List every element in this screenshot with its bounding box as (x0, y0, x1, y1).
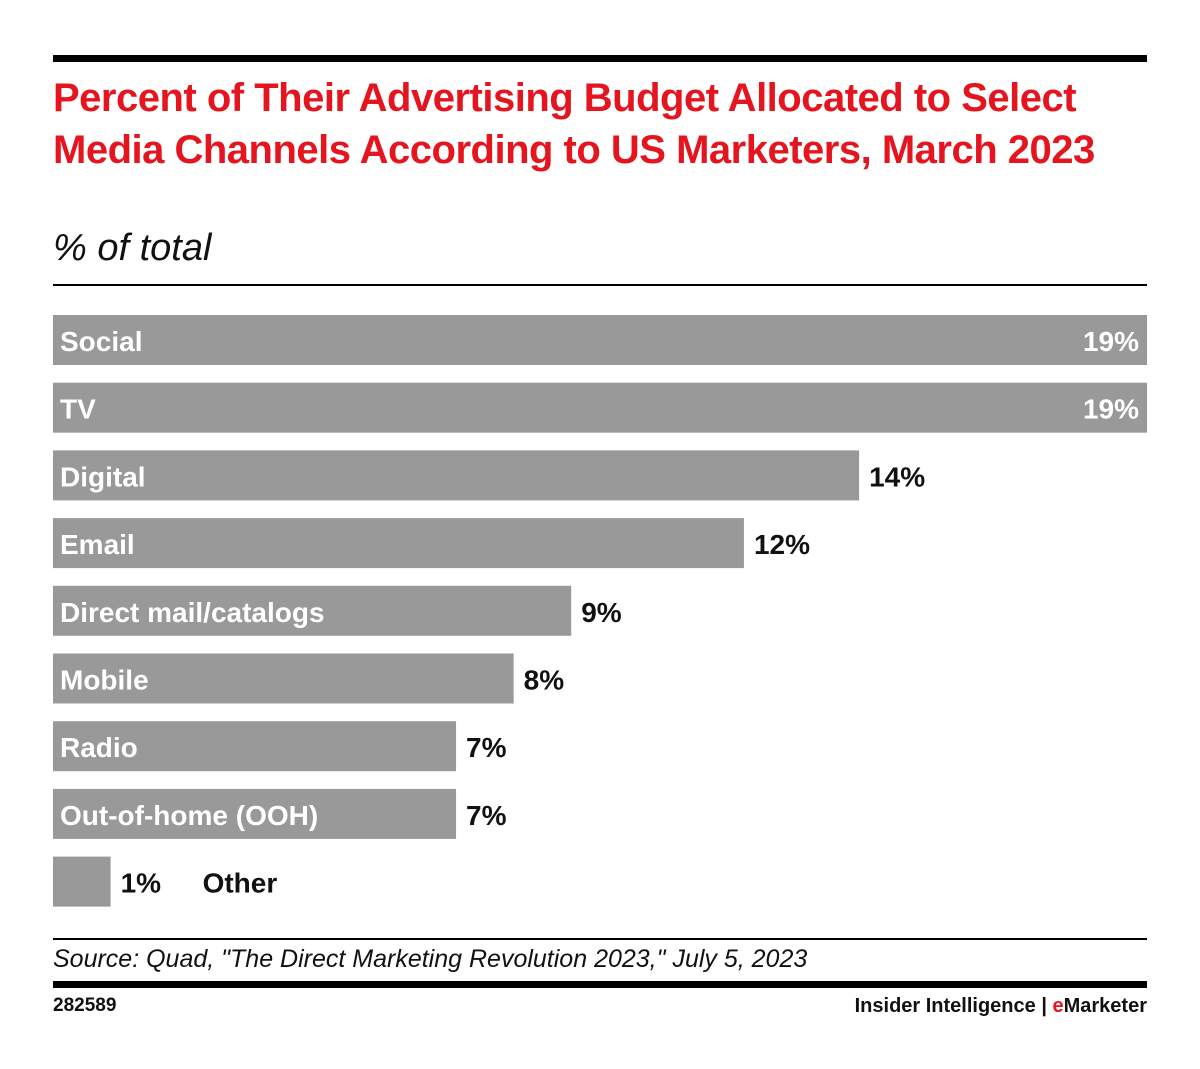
bar-group-digital: Digital 14% (53, 450, 925, 501)
brand-suffix: Marketer (1063, 995, 1147, 1017)
value-label: 9% (581, 597, 622, 628)
bar-tv (53, 382, 1147, 433)
bar-group-out-of-home-ooh: Out-of-home (OOH) 7% (53, 788, 507, 839)
value-label: 7% (466, 800, 507, 831)
chart-id: 282589 (53, 995, 117, 1016)
bar-digital (53, 450, 860, 501)
bar-other (53, 856, 111, 907)
brand-prefix: Insider Intelligence | (854, 995, 1053, 1017)
value-label: 12% (754, 529, 810, 560)
chart-subtitle: % of total (53, 227, 212, 269)
bar-mobile (53, 653, 514, 704)
value-label: 8% (524, 665, 565, 696)
bar-group-tv: TV 19% (53, 382, 1147, 433)
value-label: 1% (121, 868, 162, 899)
bar-group-radio: Radio 7% (53, 721, 507, 772)
bar-group-email: Email 12% (53, 518, 810, 569)
value-label: 14% (869, 461, 925, 492)
category-label: Email (60, 529, 135, 560)
value-label: 7% (466, 732, 507, 763)
source-rule (53, 938, 1147, 940)
bar-email (53, 518, 744, 569)
category-label: TV (60, 394, 96, 425)
brand-e: e (1052, 995, 1064, 1017)
top-rule (53, 55, 1147, 62)
category-label: Digital (60, 461, 146, 492)
header-rule (53, 284, 1147, 286)
bar-group-direct-mail-catalogs: Direct mail/catalogs 9% (53, 585, 622, 636)
bottom-rule (53, 981, 1147, 988)
category-label: Social (60, 326, 142, 357)
bar-group-social: Social 19% (53, 315, 1147, 365)
chart-title: Percent of Their Advertising Budget Allo… (53, 76, 1095, 172)
category-label: Out-of-home (OOH) (60, 800, 318, 831)
source-note: Source: Quad, "The Direct Marketing Revo… (53, 945, 808, 973)
category-label: Radio (60, 732, 138, 763)
bar-direct-mail-catalogs (53, 585, 572, 636)
category-label: Mobile (60, 665, 149, 696)
value-label: 19% (1083, 394, 1139, 425)
bar-out-of-home-ooh (53, 788, 457, 839)
bar-social (53, 315, 1147, 365)
bar-radio (53, 721, 457, 772)
bar-group-mobile: Mobile 8% (53, 653, 565, 704)
category-label: Other (203, 868, 278, 899)
brand-logo: Insider Intelligence | eMarketer (855, 995, 1147, 1018)
bar-group-other: Other 1% (53, 856, 278, 907)
value-label: 19% (1083, 326, 1139, 357)
category-label: Direct mail/catalogs (60, 597, 325, 628)
